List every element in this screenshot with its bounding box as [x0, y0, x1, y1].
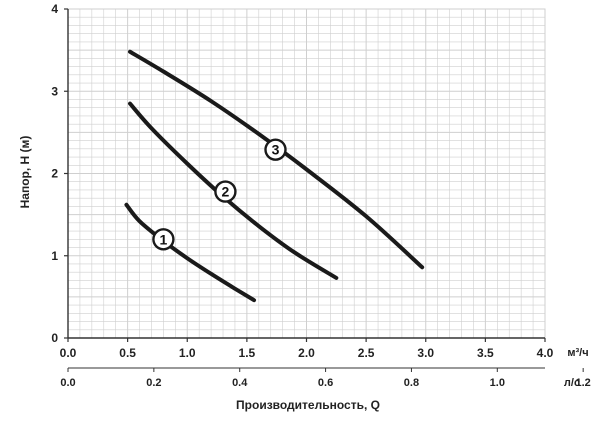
grid: [67, 8, 546, 339]
axis-labels: Напор, H (м) Производительность, Q м³/ч …: [18, 136, 589, 412]
x2-tick-label: 1.2: [576, 377, 591, 389]
x-tick-label: 1.5: [239, 346, 256, 360]
y-tick-label: 2: [51, 167, 58, 181]
y-tick-label: 4: [51, 2, 58, 16]
x2-tick-label: 0.8: [404, 377, 419, 389]
curve-marker-3: [264, 138, 287, 161]
pump-curve-3: [128, 49, 425, 270]
x-tick-label: 3.5: [477, 346, 494, 360]
y-tick-label: 3: [51, 84, 58, 98]
curve-marker-label-2: 2: [222, 184, 230, 200]
x-tick-label: 4.0: [537, 346, 554, 360]
x2-tick-label: 0.6: [318, 377, 333, 389]
x2-tick-label: 0.4: [232, 377, 248, 389]
x-tick-label: 1.0: [179, 346, 196, 360]
x-axis-title: Производительность, Q: [236, 398, 380, 412]
y-axis-title: Напор, H (м): [18, 136, 32, 209]
x-tick-label: 2.5: [358, 346, 375, 360]
curve-marker-1: [152, 228, 175, 251]
curve-marker-2: [214, 180, 237, 203]
x-tick-label: 3.0: [417, 346, 434, 360]
x-tick-label: 2.0: [298, 346, 315, 360]
y-tick-label: 1: [51, 249, 58, 263]
curve-marker-label-3: 3: [272, 142, 280, 158]
x2-tick-label: 0.0: [60, 377, 75, 389]
x2-tick-label: 0.2: [146, 377, 161, 389]
axes: 0 1 2 3 4 0.0 0.5 1.0 1.5 2.0 2.5 3.0 3.5 4.0 0.0 0.2 0.…: [51, 2, 590, 389]
pump-curve-1: [124, 202, 257, 303]
x-tick-label: 0.0: [60, 346, 77, 360]
x2-tick-label: 1.0: [490, 377, 505, 389]
x-axis-unit-primary: м³/ч: [567, 347, 588, 359]
x-axis-unit-secondary: л/с: [564, 377, 580, 389]
curve-markers: 1 2 3: [152, 138, 287, 251]
y-tick-label: 0: [51, 331, 58, 345]
curve-marker-label-1: 1: [160, 231, 168, 247]
x-tick-label: 0.5: [119, 346, 136, 360]
